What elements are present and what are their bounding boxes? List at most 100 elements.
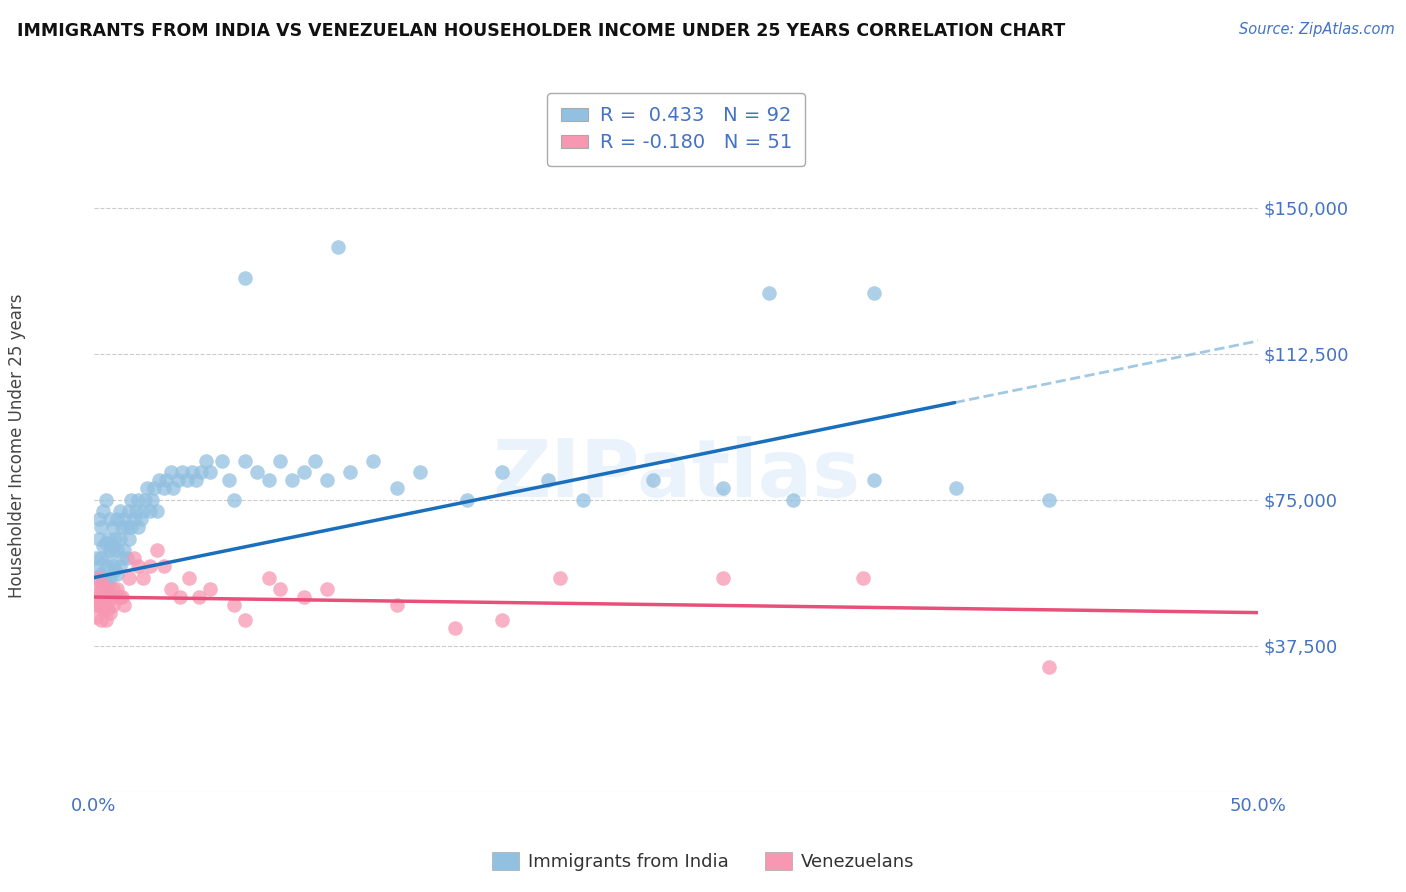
Point xyxy=(782,492,804,507)
Point xyxy=(292,590,315,604)
Point xyxy=(97,601,120,615)
Point xyxy=(1038,660,1060,674)
Point xyxy=(187,590,209,604)
Point xyxy=(246,466,269,480)
Point xyxy=(180,466,202,480)
Point xyxy=(91,504,114,518)
Point xyxy=(456,492,478,507)
Point xyxy=(112,512,135,526)
Point xyxy=(101,540,124,554)
Point xyxy=(146,504,169,518)
Point xyxy=(94,558,117,573)
Point xyxy=(127,558,149,573)
Point xyxy=(101,558,124,573)
Point xyxy=(94,582,117,597)
Text: IMMIGRANTS FROM INDIA VS VENEZUELAN HOUSEHOLDER INCOME UNDER 25 YEARS CORRELATIO: IMMIGRANTS FROM INDIA VS VENEZUELAN HOUS… xyxy=(17,22,1066,40)
Point xyxy=(105,543,128,558)
Point xyxy=(758,286,780,301)
Point xyxy=(108,590,131,604)
Point xyxy=(84,551,107,566)
Legend: Immigrants from India, Venezuelans: Immigrants from India, Venezuelans xyxy=(485,845,921,879)
Point xyxy=(711,571,734,585)
Point xyxy=(105,566,128,581)
Point xyxy=(166,473,188,487)
Point xyxy=(641,473,664,487)
Point xyxy=(112,598,135,612)
Point xyxy=(222,492,245,507)
Point xyxy=(94,598,117,612)
Point xyxy=(304,454,326,468)
Point xyxy=(363,454,385,468)
Point xyxy=(84,582,107,597)
Point xyxy=(101,582,124,597)
Point xyxy=(97,578,120,592)
Point xyxy=(945,481,967,495)
Point xyxy=(159,466,181,480)
Point xyxy=(257,571,280,585)
Point xyxy=(315,473,337,487)
Point xyxy=(90,582,112,597)
Point xyxy=(385,598,408,612)
Point xyxy=(90,551,112,566)
Point xyxy=(98,590,121,604)
Point xyxy=(292,466,315,480)
Point xyxy=(90,566,112,581)
Point xyxy=(146,543,169,558)
Point xyxy=(132,504,155,518)
Point xyxy=(91,590,114,604)
Point xyxy=(233,454,256,468)
Point xyxy=(851,571,873,585)
Point xyxy=(108,532,131,546)
Point xyxy=(194,454,217,468)
Point xyxy=(87,532,110,546)
Point xyxy=(143,481,166,495)
Point xyxy=(339,466,361,480)
Point xyxy=(90,520,112,534)
Point xyxy=(269,582,291,597)
Point xyxy=(91,578,114,592)
Point xyxy=(94,574,117,589)
Point xyxy=(91,540,114,554)
Point xyxy=(155,473,177,487)
Point xyxy=(1038,492,1060,507)
Point xyxy=(84,571,107,585)
Point xyxy=(87,571,110,585)
Point xyxy=(87,598,110,612)
Point xyxy=(105,512,128,526)
Point xyxy=(115,520,138,534)
Point xyxy=(176,473,198,487)
Point xyxy=(548,571,571,585)
Point xyxy=(141,492,163,507)
Point xyxy=(190,466,212,480)
Point xyxy=(257,473,280,487)
Point xyxy=(94,614,117,628)
Point xyxy=(94,492,117,507)
Point xyxy=(537,473,560,487)
Point xyxy=(115,551,138,566)
Point xyxy=(108,558,131,573)
Point xyxy=(111,551,134,566)
Point xyxy=(233,270,256,285)
Point xyxy=(98,512,121,526)
Point xyxy=(97,551,120,566)
Point xyxy=(129,512,152,526)
Point xyxy=(84,598,107,612)
Point xyxy=(863,286,886,301)
Point xyxy=(94,535,117,549)
Point xyxy=(104,532,127,546)
Point xyxy=(169,590,191,604)
Point xyxy=(112,543,135,558)
Point xyxy=(200,466,222,480)
Point xyxy=(328,240,350,254)
Point xyxy=(281,473,304,487)
Point xyxy=(87,590,110,604)
Point xyxy=(104,590,127,604)
Point xyxy=(233,614,256,628)
Point xyxy=(385,481,408,495)
Point xyxy=(127,520,149,534)
Point xyxy=(108,504,131,518)
Point xyxy=(104,563,127,577)
Point xyxy=(315,582,337,597)
Point xyxy=(87,512,110,526)
Point xyxy=(218,473,240,487)
